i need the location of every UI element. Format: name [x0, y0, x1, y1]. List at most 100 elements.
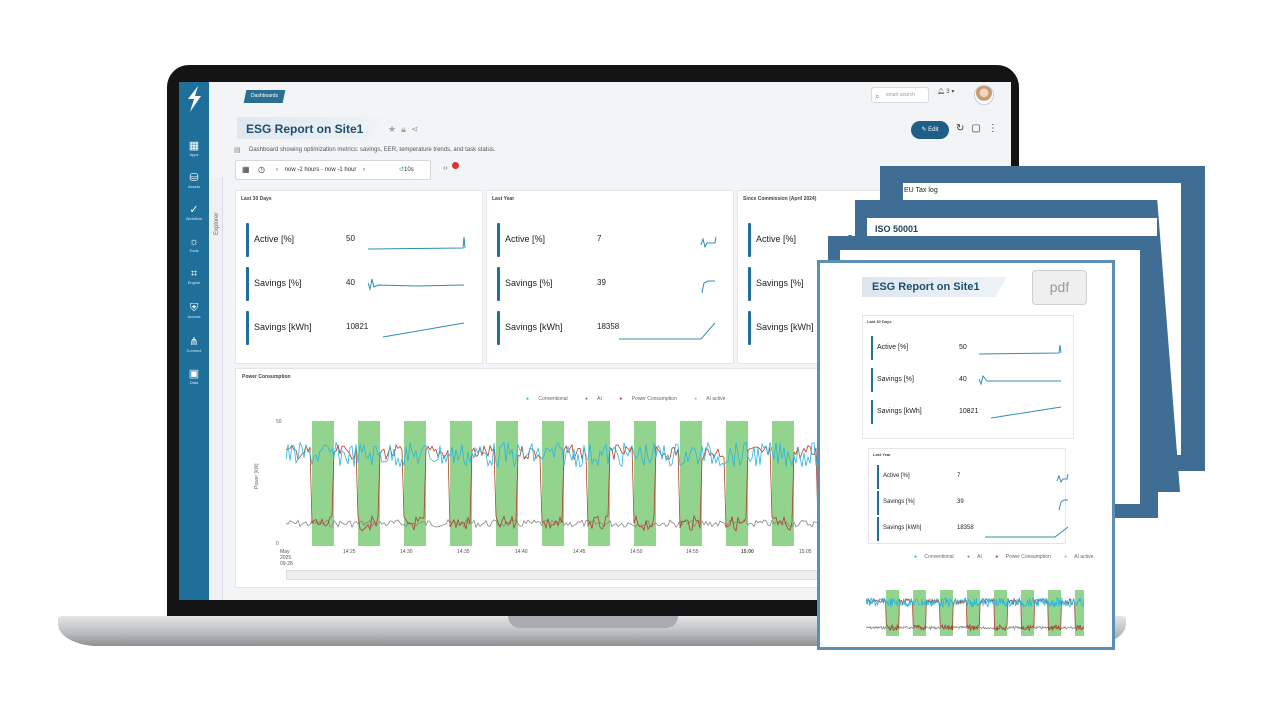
power-plot[interactable] — [286, 421, 886, 546]
report-title: ESG Report on Site1 — [872, 281, 980, 293]
conventional-series-line — [866, 596, 1084, 609]
sidebar-item-assets[interactable]: ⛁ Assets — [179, 172, 209, 200]
alert-badge — [452, 162, 459, 169]
x-tick: 14:55 — [686, 549, 699, 555]
sidebar-item-tools[interactable]: ☼ Tools — [179, 236, 209, 264]
sparkline — [368, 236, 466, 250]
history-icon[interactable]: ◷ — [258, 165, 265, 174]
stat-active: Active [%] 7 — [877, 465, 1077, 489]
share-icon[interactable]: ⋖ — [410, 124, 424, 134]
stat-savings-percent: Savings [%] — [748, 267, 973, 301]
stat-value: 39 — [957, 499, 964, 505]
stat-value: 40 — [346, 278, 355, 287]
panel-last-year: Last Year Active [%] 7 Savings [%] 39 Sa… — [486, 190, 734, 364]
legend-conventional[interactable]: ● Conventional — [526, 396, 568, 402]
panel-last-30-days: Last 30 Days Active [%] 50 Savings [%] 4… — [235, 190, 483, 364]
stat-savings-percent: Savings [%] 39 — [877, 491, 1077, 515]
sidebar-item-data[interactable]: ▣ Data — [179, 368, 209, 396]
x-tick: May 2025 09-28 — [280, 549, 293, 567]
nodes-icon: ⌗ — [190, 268, 198, 280]
y-tick-top: 50 — [276, 419, 282, 425]
sparkline — [1056, 473, 1069, 484]
notifications-button[interactable]: 🔔︎ 3 ▾ — [937, 88, 954, 95]
user-avatar[interactable] — [974, 85, 994, 105]
comment-icon[interactable]: ▢ — [971, 123, 988, 134]
sparkline — [382, 322, 465, 338]
smart-search-input[interactable]: ⌕ smart search — [871, 87, 929, 103]
sparkline — [619, 322, 716, 340]
sidebar-item-access[interactable]: ⛨ Access — [179, 302, 209, 330]
x-tick: 14:40 — [515, 549, 528, 555]
chevron-right-icon[interactable]: › — [363, 167, 366, 173]
header-actions: ↻▢⋮ — [956, 123, 1005, 134]
chart-legend: ● Conventional ● AI ● Power Consumption … — [914, 554, 1105, 560]
stat-value: 50 — [959, 344, 967, 351]
stat-label: Savings [kWh] — [756, 322, 814, 332]
sparkline — [368, 278, 465, 291]
power-series-line — [866, 597, 1084, 632]
explorer-label[interactable]: Explorer — [214, 212, 220, 235]
panel-title: Last 30 Days — [241, 196, 272, 202]
auto-refresh-button[interactable]: ↺10s — [399, 167, 414, 173]
explorer-panel[interactable] — [209, 177, 223, 600]
title-ribbon — [862, 277, 1007, 297]
more-icon[interactable]: ⋮ — [987, 123, 1005, 134]
stat-accent — [748, 223, 751, 257]
sparkline — [979, 344, 1062, 355]
stat-label: Active [%] — [505, 234, 546, 244]
ai-active-band — [1075, 590, 1084, 636]
title-actions: ★🔒︎⋖ — [388, 124, 423, 135]
breadcrumb-dashboards[interactable]: Dashboards — [243, 90, 286, 103]
stat-active: Active [%] 50 — [871, 336, 1071, 360]
stat-savings-kwh: Savings [kWh] 18358 — [497, 311, 722, 345]
time-range-selector[interactable]: ‹ now -2 hours - now -1 hour › — [276, 167, 366, 173]
sidebar-item-connect[interactable]: ⋔ Connect — [179, 336, 209, 364]
lock-icon[interactable]: 🔒︎ — [401, 124, 411, 134]
refresh-icon[interactable]: ↻ — [956, 123, 972, 134]
chevron-left-icon[interactable]: ‹ — [276, 167, 278, 173]
sparkline — [985, 526, 1069, 538]
legend-conventional: ● Conventional — [914, 554, 954, 560]
laptop-notch — [508, 616, 678, 628]
ai-active-band — [404, 421, 426, 546]
box-icon: ▣ — [188, 368, 200, 380]
sidebar: ▦ Apps ⛁ Assets ✓ Workflow ☼ Tools ⌗ Eng… — [179, 82, 209, 600]
stat-label: Savings [%] — [756, 278, 804, 288]
star-icon[interactable]: ★ — [388, 124, 402, 134]
sidebar-item-workflow[interactable]: ✓ Workflow — [179, 204, 209, 232]
app-logo-icon[interactable] — [185, 86, 203, 112]
stat-label: Savings [kWh] — [883, 525, 922, 531]
power-series-line — [286, 443, 886, 533]
code-icon[interactable]: ‹› — [443, 165, 448, 172]
calendar-icon[interactable]: ▦ — [242, 165, 250, 174]
x-tick: 14:25 — [343, 549, 356, 555]
pdf-button[interactable]: pdf — [1032, 270, 1087, 305]
stat-label: Active [%] — [883, 473, 910, 479]
legend-power[interactable]: ● Power Consumption — [619, 396, 677, 402]
report-panel-30-days: Last 30 Days Active [%] 50 Savings [%] 4… — [862, 315, 1074, 439]
conventional-series-line — [286, 441, 886, 468]
stat-savings-kwh: Savings [kWh] 18358 — [877, 517, 1077, 541]
y-tick-bottom: 0 — [276, 541, 279, 547]
stat-savings-kwh: Savings [kWh] 10821 — [246, 311, 471, 345]
stat-value: 10821 — [959, 408, 979, 415]
dashboard-title: ESG Report on Site1 — [246, 122, 364, 136]
panel-title: Last Year — [492, 196, 515, 202]
stat-value: 18358 — [597, 322, 620, 331]
stat-accent — [497, 223, 500, 257]
sidebar-item-apps[interactable]: ▦ Apps — [179, 140, 209, 168]
sparkline — [701, 280, 715, 294]
database-icon: ⛁ — [189, 172, 199, 184]
edit-button[interactable]: ✎ Edit — [911, 121, 949, 139]
stat-accent — [497, 311, 500, 345]
stat-label: Savings [%] — [505, 278, 553, 288]
chart-navigator[interactable] — [286, 570, 886, 580]
stat-savings-percent: Savings [%] 40 — [246, 267, 471, 301]
stat-accent — [871, 400, 873, 424]
stat-savings-percent: Savings [%] 40 — [871, 368, 1071, 392]
legend-ai-active[interactable]: ● AI active — [694, 396, 726, 402]
legend-ai[interactable]: ● AI — [585, 396, 602, 402]
report-power-chart: ● Conventional ● AI ● Power Consumption … — [866, 546, 1093, 638]
sidebar-item-engine[interactable]: ⌗ Engine — [179, 268, 209, 296]
